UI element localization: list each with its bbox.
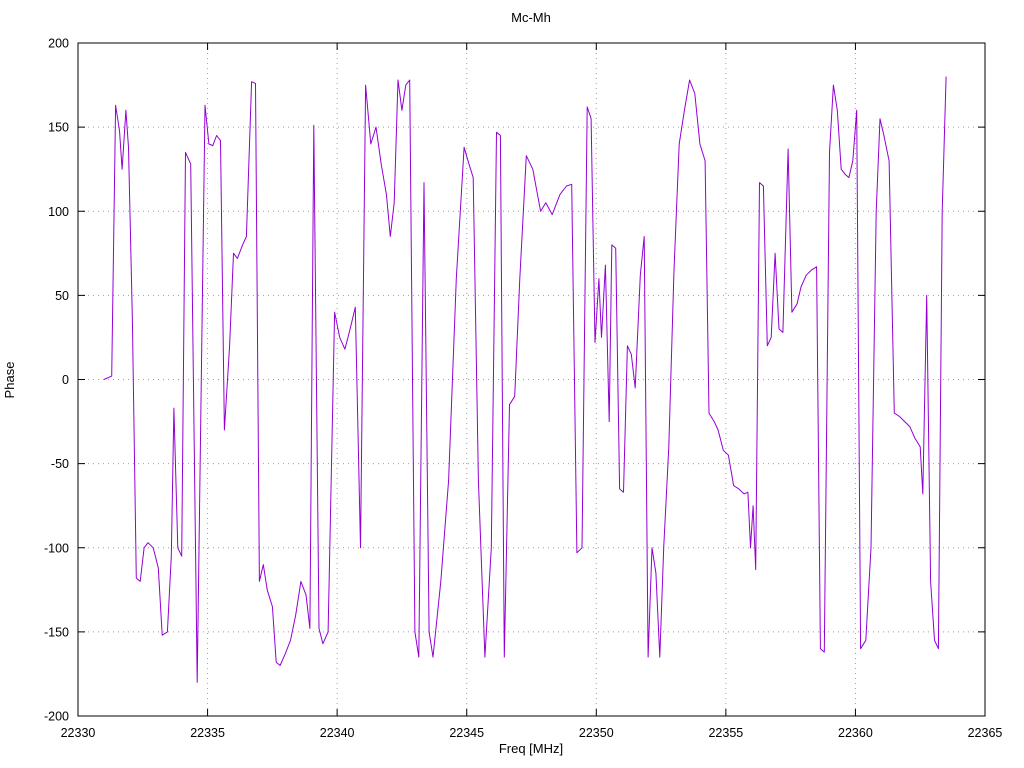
x-tick-label: 22335	[190, 726, 225, 740]
x-tick-label: 22355	[708, 726, 743, 740]
x-tick-label: 22365	[968, 726, 1003, 740]
y-tick-label: 0	[62, 373, 69, 387]
x-tick-label: 22345	[449, 726, 484, 740]
x-axis-label: Freq [MHz]	[499, 741, 563, 756]
x-tick-label: 22340	[320, 726, 355, 740]
y-tick-label: -150	[44, 625, 69, 639]
y-axis-label: Phase	[2, 362, 17, 399]
y-tick-label: -50	[51, 457, 69, 471]
y-tick-label: 150	[48, 121, 69, 135]
x-tick-label: 22350	[579, 726, 614, 740]
y-tick-label: -200	[44, 710, 69, 724]
phase-line	[103, 76, 947, 683]
y-tick-label: -100	[44, 541, 69, 555]
y-tick-label: 200	[48, 37, 69, 51]
y-tick-label: 50	[55, 289, 69, 303]
x-tick-label: 22360	[838, 726, 873, 740]
y-tick-label: 100	[48, 205, 69, 219]
x-tick-label: 22330	[61, 726, 96, 740]
chart-title: Mc-Mh	[511, 10, 551, 25]
plot-border	[77, 42, 986, 717]
